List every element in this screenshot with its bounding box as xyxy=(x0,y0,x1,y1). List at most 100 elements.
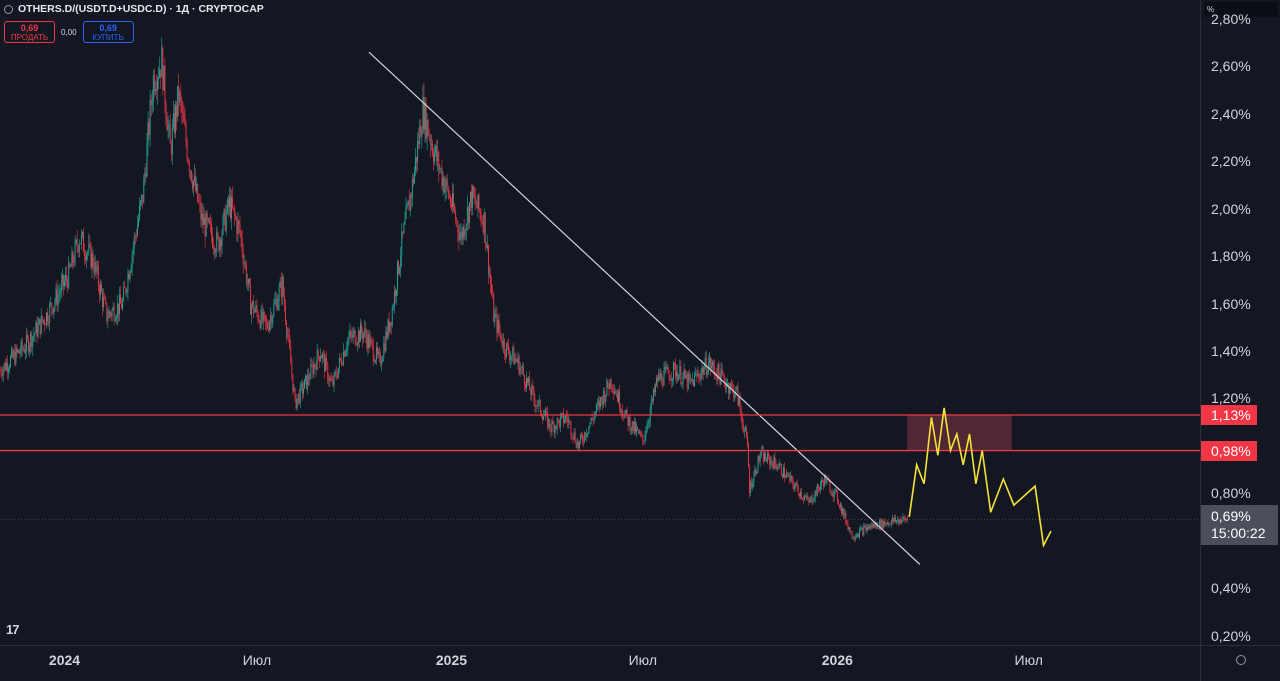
symbol-title[interactable]: OTHERS.D/(USDT.D+USDC.D) · 1Д · CRYPTOCA… xyxy=(4,3,264,15)
price-axis[interactable] xyxy=(1200,0,1280,645)
candle-body xyxy=(474,197,475,198)
candle-body xyxy=(677,372,678,380)
candle-body xyxy=(445,187,446,192)
candle-body xyxy=(776,464,777,469)
candle-body xyxy=(24,349,25,352)
candle-body xyxy=(721,369,722,385)
candle-body xyxy=(481,213,482,221)
candle-body xyxy=(50,303,51,304)
candle-body xyxy=(51,303,52,309)
candle-body xyxy=(740,398,741,409)
candle-body xyxy=(219,240,220,251)
candle-body xyxy=(671,379,672,381)
candle-body xyxy=(278,302,279,310)
candle-body xyxy=(385,331,386,351)
candle-body xyxy=(205,218,206,236)
candle-body xyxy=(343,351,344,364)
candle-body xyxy=(688,374,689,388)
candle-body xyxy=(352,335,353,338)
candle-body xyxy=(761,451,762,456)
candle-body xyxy=(62,275,63,282)
candle-body xyxy=(609,387,610,389)
candle-body xyxy=(379,353,380,355)
candle-body xyxy=(221,240,222,247)
settings-icon[interactable] xyxy=(1236,655,1246,665)
candle-body xyxy=(214,248,215,253)
candle-body xyxy=(551,421,552,431)
candle-body xyxy=(478,195,479,210)
candle-body xyxy=(793,479,794,485)
candle-body xyxy=(801,492,802,498)
candle-body xyxy=(654,389,655,392)
candle-body xyxy=(616,394,617,395)
candle-body xyxy=(519,357,520,375)
candle-body xyxy=(67,280,68,288)
candle-body xyxy=(791,476,792,479)
candle-body xyxy=(293,389,294,391)
candle-body xyxy=(412,179,413,198)
spread-value: 0,00 xyxy=(61,28,77,37)
candle-body xyxy=(40,319,41,334)
price-chart[interactable] xyxy=(0,0,1200,645)
candle-body xyxy=(363,332,364,339)
candle-body xyxy=(628,416,629,426)
candle-body xyxy=(34,333,35,335)
x-tick-label: 2026 xyxy=(822,652,853,668)
candle-body xyxy=(701,373,702,380)
candle-body xyxy=(70,267,71,268)
candle-body xyxy=(175,105,176,133)
candle-body xyxy=(320,356,321,361)
tradingview-logo[interactable]: 17 xyxy=(6,622,18,637)
candle-body xyxy=(327,364,328,381)
candle-body xyxy=(884,521,885,524)
candle-body xyxy=(210,223,211,224)
candle-body xyxy=(139,205,140,218)
candle-body xyxy=(694,375,695,387)
candle-body xyxy=(723,374,724,375)
candle-body xyxy=(334,373,335,386)
candle-body xyxy=(898,519,899,523)
candle-body xyxy=(503,340,504,347)
buy-price: 0,69 xyxy=(84,23,133,33)
sell-button[interactable]: 0,69 ПРОДАТЬ xyxy=(4,21,55,43)
candle-body xyxy=(578,442,579,448)
candle-body xyxy=(135,236,136,237)
candle-body xyxy=(842,508,843,513)
candle-body xyxy=(171,144,172,154)
candle-body xyxy=(182,113,183,114)
candle-body xyxy=(340,358,341,359)
candle-body xyxy=(498,320,499,333)
candle-body xyxy=(388,319,389,337)
candle-body xyxy=(757,472,758,474)
candle-body xyxy=(587,433,588,435)
buy-button[interactable]: 0,69 КУПИТЬ xyxy=(83,21,134,43)
candle-body xyxy=(365,328,366,336)
candle-body xyxy=(787,474,788,475)
candle-body xyxy=(384,343,385,351)
candle-body xyxy=(678,375,679,381)
candle-body xyxy=(262,309,263,321)
candle-body xyxy=(321,356,322,358)
candle-body xyxy=(63,275,64,286)
candle-body xyxy=(634,422,635,431)
candle-body xyxy=(213,247,214,248)
candle-body xyxy=(59,293,60,294)
candle-body xyxy=(60,292,61,293)
candle-body xyxy=(540,400,541,413)
candle-body xyxy=(769,456,770,465)
candle-body xyxy=(669,374,670,380)
candle-body xyxy=(197,184,198,201)
candle-body xyxy=(97,266,98,271)
candle-body xyxy=(56,289,57,302)
candle-body xyxy=(144,173,145,178)
candle-body xyxy=(329,378,330,381)
candle-body xyxy=(867,527,868,531)
candle-body xyxy=(396,290,397,296)
candle-body xyxy=(681,383,682,384)
candle-body xyxy=(353,333,354,338)
candle-body xyxy=(237,221,238,234)
candle-body xyxy=(26,335,27,351)
candle-body xyxy=(564,420,565,422)
candle-body xyxy=(760,456,761,462)
candle-body xyxy=(162,48,163,90)
